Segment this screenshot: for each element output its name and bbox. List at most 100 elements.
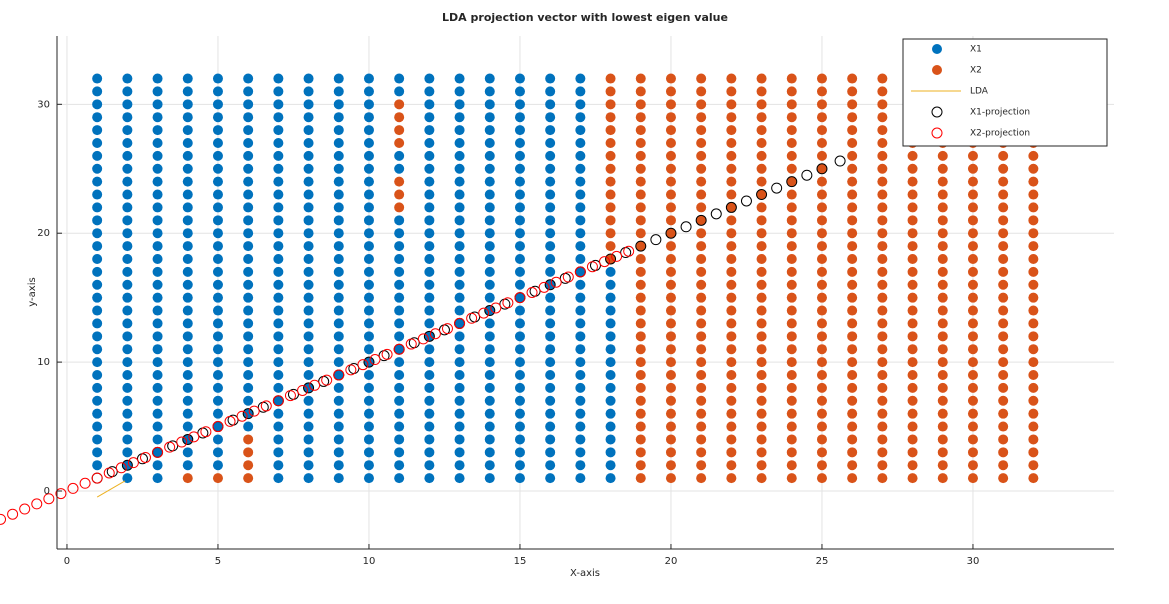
point — [545, 331, 556, 342]
point — [696, 176, 707, 187]
point — [545, 73, 556, 84]
point — [394, 292, 405, 303]
point — [998, 395, 1009, 406]
point — [575, 228, 586, 239]
point — [726, 266, 737, 277]
point — [243, 331, 254, 342]
point — [303, 163, 314, 174]
point — [907, 292, 918, 303]
point — [635, 331, 646, 342]
point — [575, 73, 586, 84]
point — [484, 395, 495, 406]
point — [907, 176, 918, 187]
point — [243, 292, 254, 303]
point — [786, 176, 797, 187]
point — [243, 408, 254, 419]
point — [847, 125, 858, 136]
point — [816, 395, 827, 406]
point — [545, 99, 556, 110]
point — [545, 228, 556, 239]
point — [847, 176, 858, 187]
point — [514, 241, 525, 252]
point — [152, 447, 163, 458]
point — [363, 357, 374, 368]
point — [92, 215, 103, 226]
point — [273, 318, 284, 329]
point — [816, 241, 827, 252]
point — [363, 292, 374, 303]
point — [424, 318, 435, 329]
point — [937, 163, 948, 174]
point — [484, 460, 495, 471]
point — [484, 86, 495, 97]
projection-point — [67, 482, 79, 494]
point — [92, 318, 103, 329]
point — [998, 421, 1009, 432]
projection-point — [309, 379, 321, 391]
point — [545, 369, 556, 380]
point — [243, 163, 254, 174]
point — [122, 112, 133, 123]
point — [152, 357, 163, 368]
point — [877, 305, 888, 316]
projection-point — [695, 214, 707, 226]
point — [786, 189, 797, 200]
point — [152, 137, 163, 148]
point — [605, 137, 616, 148]
point — [665, 202, 676, 213]
point — [605, 241, 616, 252]
point — [756, 99, 767, 110]
point — [212, 318, 223, 329]
point — [454, 253, 465, 264]
point — [363, 86, 374, 97]
point — [635, 395, 646, 406]
projection-point — [115, 462, 127, 474]
point — [243, 99, 254, 110]
point — [756, 408, 767, 419]
point — [786, 460, 797, 471]
point — [575, 279, 586, 290]
point — [182, 176, 193, 187]
point — [696, 395, 707, 406]
point — [967, 163, 978, 174]
point — [333, 112, 344, 123]
point — [786, 473, 797, 484]
point — [454, 125, 465, 136]
point — [937, 331, 948, 342]
point — [273, 163, 284, 174]
point — [998, 408, 1009, 419]
point — [575, 137, 586, 148]
point — [212, 137, 223, 148]
point — [907, 318, 918, 329]
point — [545, 382, 556, 393]
point — [394, 125, 405, 136]
projection-point — [429, 328, 441, 340]
point — [1028, 305, 1039, 316]
point — [454, 202, 465, 213]
point — [696, 331, 707, 342]
point — [152, 331, 163, 342]
lda-line — [96, 480, 126, 498]
point — [635, 137, 646, 148]
point — [303, 357, 314, 368]
point — [514, 382, 525, 393]
point — [605, 408, 616, 419]
point — [665, 228, 676, 239]
point — [847, 369, 858, 380]
point — [182, 253, 193, 264]
point — [635, 266, 646, 277]
point — [665, 421, 676, 432]
point — [847, 99, 858, 110]
point — [696, 369, 707, 380]
point — [484, 215, 495, 226]
point — [424, 460, 435, 471]
projection-point — [369, 354, 381, 366]
point — [363, 421, 374, 432]
point — [394, 331, 405, 342]
projection-point — [7, 508, 19, 520]
point — [182, 473, 193, 484]
point — [212, 408, 223, 419]
point — [967, 395, 978, 406]
point — [514, 369, 525, 380]
projection-point — [680, 221, 692, 233]
